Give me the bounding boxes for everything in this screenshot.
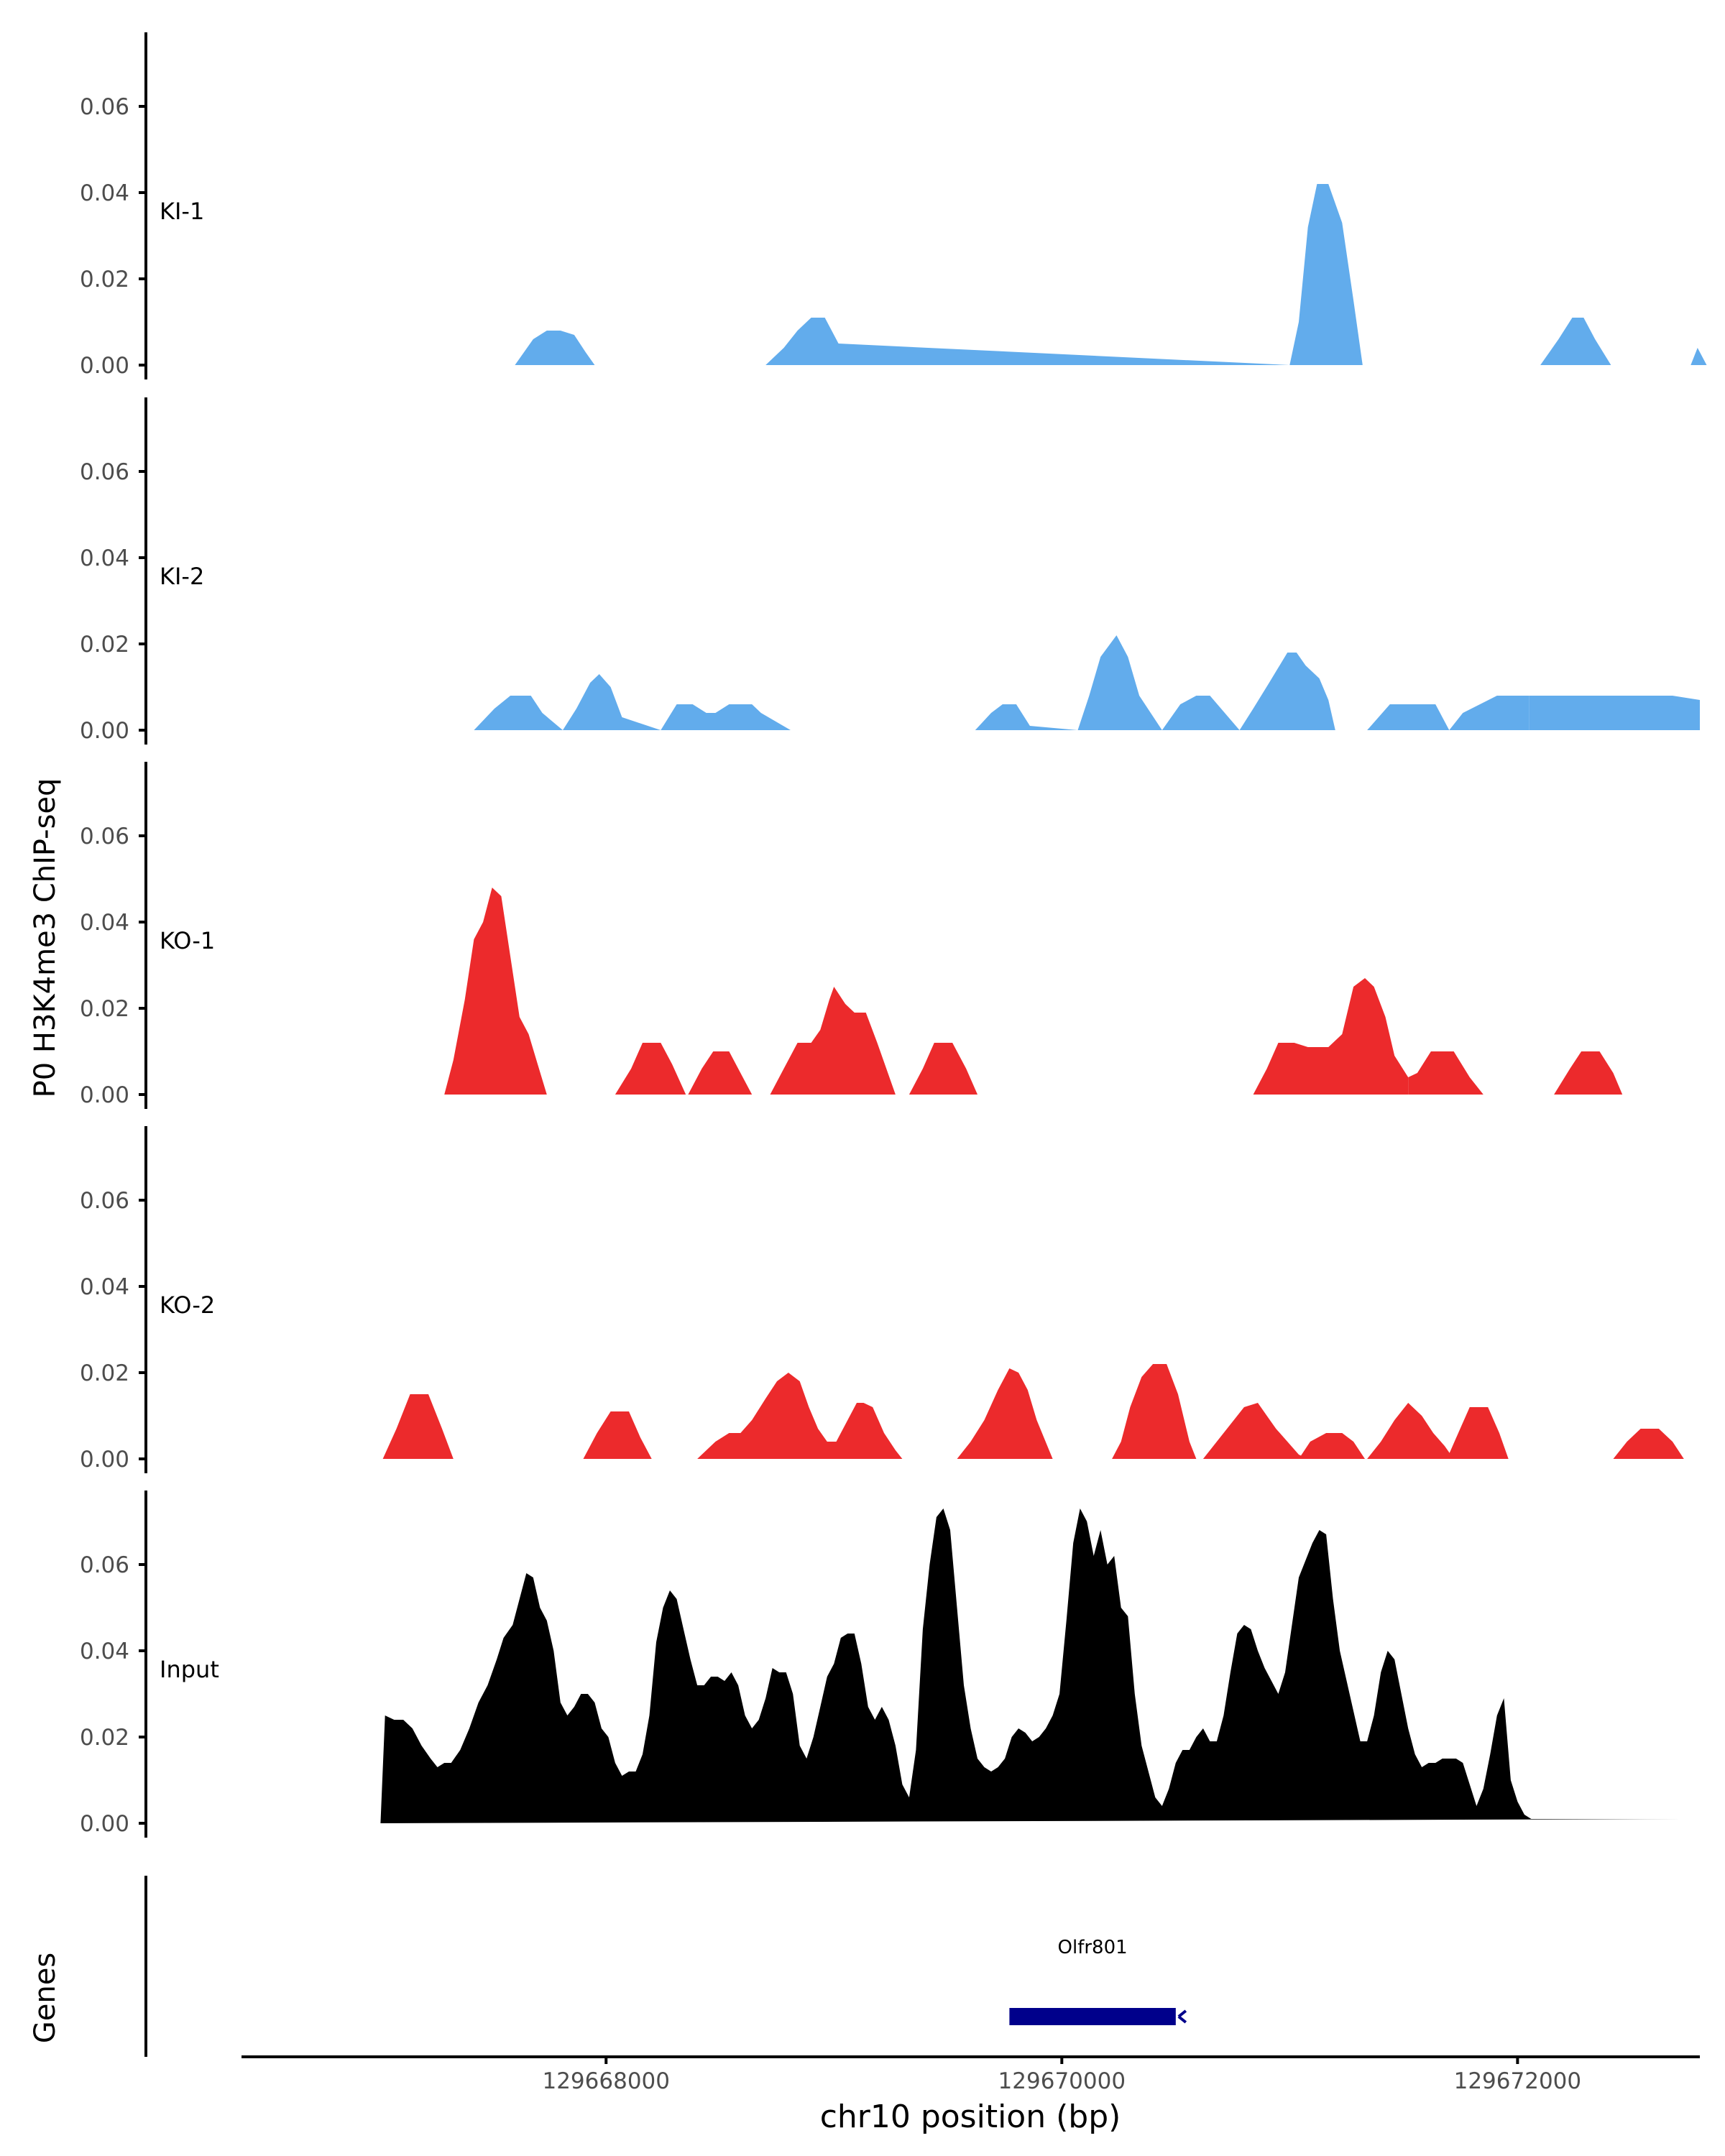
track-ko-2: 0.00 0.02 0.04 0.06 KO-2 [80,1126,1684,1473]
track-label: KO-1 [160,927,215,954]
signal-area-ki-2-0 [474,635,1530,730]
y-tick-label: 0.04 [80,1274,129,1300]
y-tick-label: 0.00 [80,353,129,379]
y-tick-label: 0.04 [80,1639,129,1664]
y-tick-label: 0.04 [80,910,129,936]
y-tick-label: 0.06 [80,94,129,120]
gene-models: Olfr801 [1009,1937,1187,2025]
y-tick-label: 0.00 [80,718,129,744]
signal-area-ki-1-0 [515,184,1707,365]
signal-area-ko-2-5 [1202,1403,1308,1459]
x-axis-title: chr10 position (bp) [820,2099,1121,2135]
signal-area-ko-2-1 [583,1411,652,1459]
signal-area-ko-1-4 [908,1043,978,1095]
track-label: KI-1 [160,198,204,225]
signal-area-ko-1-6 [1408,1051,1484,1095]
signal-area-ko-2-6 [1299,1433,1365,1459]
y-tick-label: 0.06 [80,459,129,485]
track-label: Input [160,1656,219,1683]
x-axis: 129668000 129670000 129672000 chr10 positi… [242,2055,1700,2135]
signal-area-ko-2-0 [382,1394,454,1459]
genes-track-title: Genes [29,1953,62,2043]
signal-area-ko-2-9 [1613,1429,1684,1459]
signal-area-input-0 [380,1508,1682,1823]
signal-area-ko-2-7 [1367,1403,1454,1459]
x-tick-label: 129672000 [1454,2068,1582,2094]
x-tick-label: 129670000 [998,2068,1126,2094]
signal-area-ko-1-7 [1554,1051,1623,1095]
track-ko-1: 0.00 0.02 0.04 0.06 KO-1 [80,762,1623,1109]
signal-area-ko-2-4 [1112,1364,1197,1459]
y-tick-label: 0.06 [80,1188,129,1214]
y-tick-label: 0.02 [80,996,129,1022]
y-tick-label: 0.02 [80,1360,129,1386]
strand-arrow-icon [1177,2009,1187,2024]
track-input: 0.00 0.02 0.04 0.06 Input [80,1491,1682,1838]
track-ki-2: 0.00 0.02 0.04 0.06 KI-2 [80,397,1700,745]
y-tick-label: 0.00 [80,1447,129,1473]
y-tick-label: 0.02 [80,1725,129,1751]
y-tick-label: 0.04 [80,180,129,206]
track-label: KI-2 [160,563,204,590]
x-axis-ticks: 129668000 129670000 129672000 [542,2057,1581,2094]
signal-area-ki-2-1 [1529,696,1700,730]
x-tick-label: 129668000 [542,2068,670,2094]
y-axis-title: P0 H3K4me3 ChIP-seq [29,778,62,1098]
gene-body [1009,2008,1176,2025]
signal-area-ko-2-3 [957,1368,1053,1459]
y-tick-label: 0.04 [80,545,129,571]
track-ki-1: 0.00 0.02 0.04 0.06 KI-1 [80,32,1707,379]
signal-area-ko-1-3 [770,987,896,1095]
gene-label: Olfr801 [1058,1937,1128,1958]
signal-area-ko-1-0 [444,888,563,1095]
gene-panel: Genes Olfr801 [29,1876,1187,2057]
y-tick-label: 0.06 [80,1552,129,1578]
y-tick-label: 0.00 [80,1082,129,1108]
y-tick-label: 0.00 [80,1811,129,1837]
track-label: KO-2 [160,1291,215,1319]
y-tick-label: 0.02 [80,632,129,658]
signal-area-ko-2-2 [697,1373,903,1459]
signal-area-ko-1-5 [1253,978,1409,1095]
y-tick-label: 0.06 [80,824,129,849]
signal-area-ko-1-1 [615,1043,686,1095]
signal-tracks: 0.00 0.02 0.04 0.06 KI-1 0.00 0.02 0.04 0.06 KI-2… [80,32,1707,1838]
signal-area-ko-1-2 [688,1051,753,1095]
y-tick-label: 0.02 [80,267,129,292]
signal-area-ko-2-8 [1447,1407,1509,1459]
